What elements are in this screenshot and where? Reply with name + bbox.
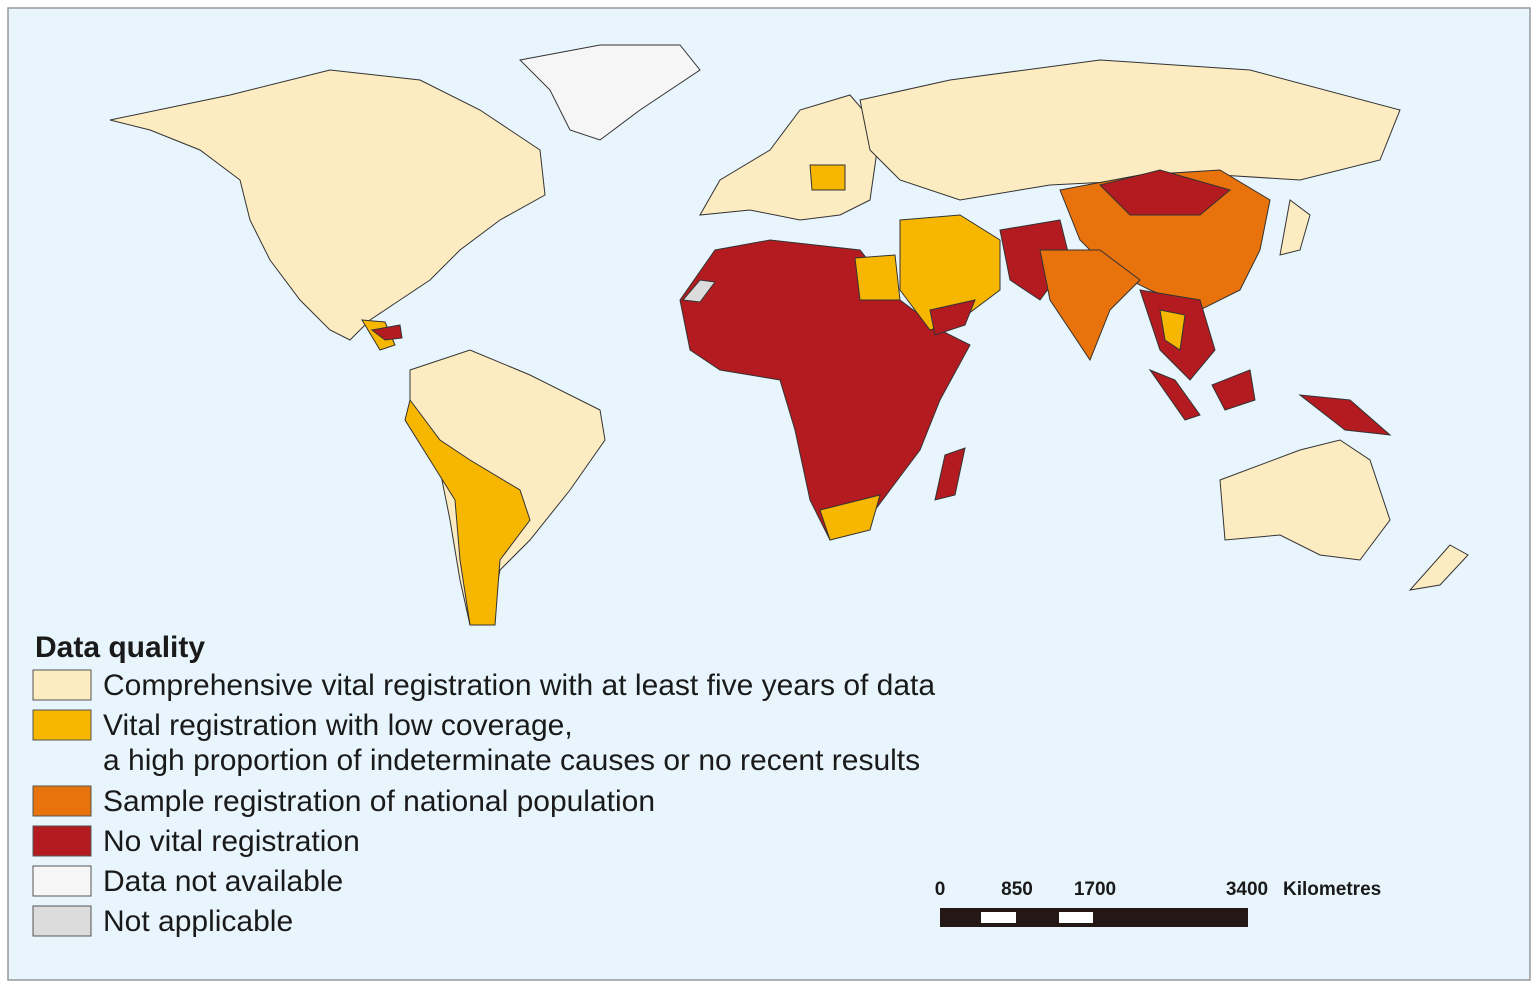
eastern-europe [809, 164, 846, 191]
western-sahara [682, 279, 716, 303]
legend-label: Comprehensive vital registration with at… [103, 669, 935, 702]
scale-bar-gap [981, 912, 1016, 923]
scale-bar: 0 850 1700 3400 Kilometres [935, 879, 1381, 927]
legend-swatch [32, 785, 92, 817]
southern-africa [819, 494, 881, 541]
legend-title: Data quality [35, 631, 205, 664]
madagascar [934, 447, 966, 501]
andean-south-america [404, 398, 531, 626]
legend-label: Vital registration with low coverage, [103, 709, 573, 742]
legend-label: Data not available [103, 865, 343, 898]
india [1039, 249, 1141, 362]
greenland [518, 44, 701, 141]
legend-label: Not applicable [103, 905, 293, 938]
legend-swatch [32, 825, 92, 857]
legend-label: a high proportion of indeterminate cause… [103, 744, 920, 777]
legend: Data quality Comprehensive vital registr… [32, 631, 935, 938]
guatemala [370, 324, 403, 341]
japan [1279, 199, 1311, 256]
scale-label: 850 [1001, 879, 1033, 900]
legend-swatch [32, 865, 92, 897]
new-zealand [1408, 544, 1469, 591]
scale-bar-gap [1059, 912, 1093, 923]
africa [679, 239, 971, 541]
legend-swatch [32, 709, 92, 741]
scale-unit: Kilometres [1283, 879, 1381, 900]
borneo [1211, 369, 1256, 411]
australia [1219, 439, 1391, 561]
sumatra [1148, 368, 1201, 421]
north-america [109, 69, 546, 341]
legend-swatch [32, 669, 92, 701]
regions [109, 44, 1469, 626]
scale-label: 1700 [1074, 879, 1116, 900]
legend-label: No vital registration [103, 825, 360, 858]
legend-swatch [32, 905, 92, 937]
new-guinea [1298, 394, 1392, 436]
legend-label: Sample registration of national populati… [103, 785, 655, 818]
russia [859, 59, 1401, 201]
egypt [854, 254, 901, 301]
mongolia [1099, 169, 1232, 216]
yemen [929, 299, 976, 336]
scale-label: 0 [935, 879, 946, 900]
thailand [1159, 309, 1186, 351]
scale-label: 3400 [1226, 879, 1268, 900]
scale-bar-body [940, 908, 1248, 927]
